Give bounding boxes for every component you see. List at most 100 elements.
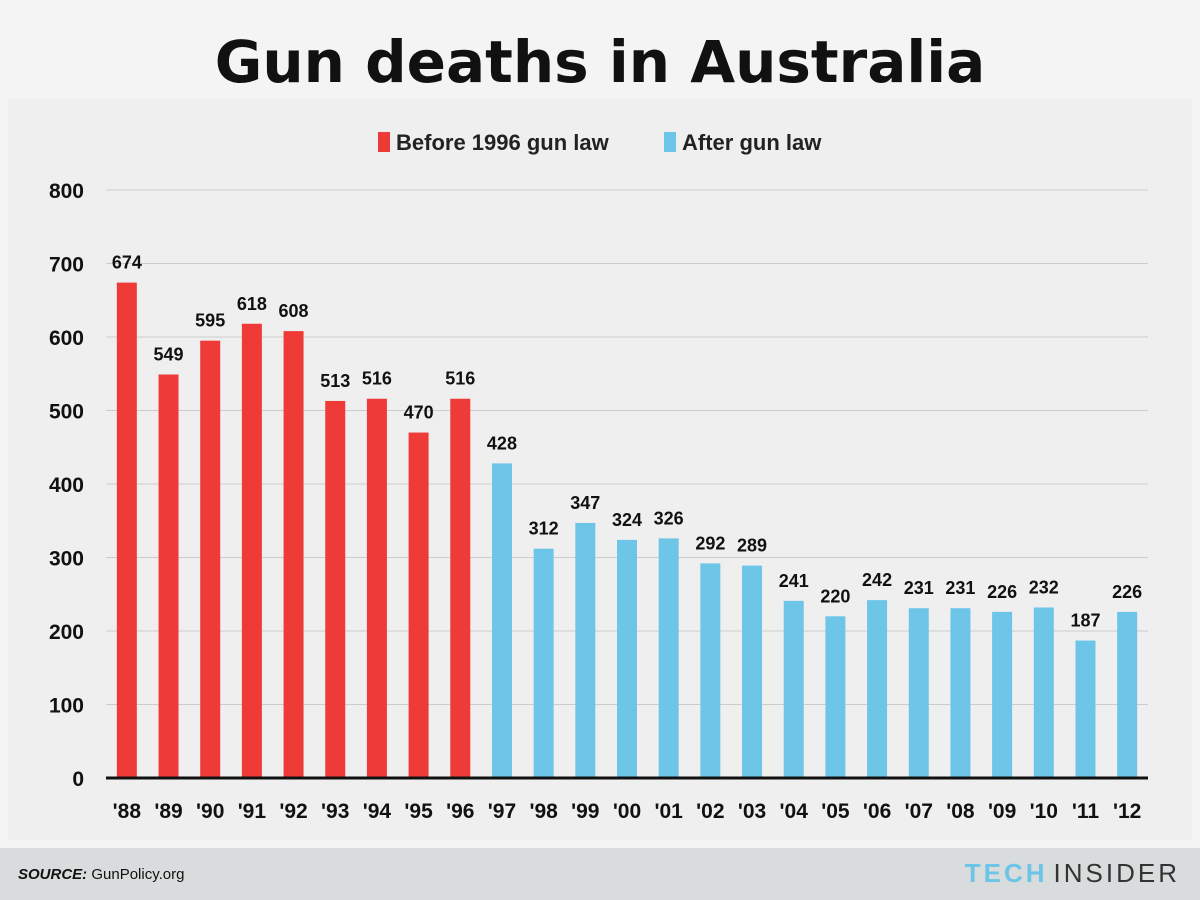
data-label: 289 <box>737 536 767 556</box>
data-label: 326 <box>654 508 684 528</box>
x-tick-label: '03 <box>738 800 766 823</box>
bar <box>783 600 804 778</box>
x-tick-label: '89 <box>154 800 182 823</box>
x-tick-label: '00 <box>613 800 641 823</box>
data-label: 241 <box>779 571 809 591</box>
data-label: 549 <box>153 344 183 364</box>
legend-label: After gun law <box>682 130 822 155</box>
x-tick-label: '92 <box>279 800 307 823</box>
brand-insider: INSIDER <box>1053 858 1180 888</box>
bar <box>1033 607 1054 778</box>
y-tick-label: 400 <box>49 474 84 497</box>
bar <box>241 323 262 778</box>
y-tick-label: 800 <box>49 180 84 203</box>
data-label: 347 <box>570 493 600 513</box>
bar <box>158 374 179 778</box>
data-label: 226 <box>987 582 1017 602</box>
brand-logo: TECH INSIDER <box>965 858 1180 889</box>
y-tick-label: 500 <box>49 401 84 424</box>
footer: SOURCE: GunPolicy.org TECH INSIDER <box>0 848 1200 900</box>
y-tick-label: 100 <box>49 695 84 718</box>
bar <box>1075 640 1096 778</box>
x-tick-label: '90 <box>196 800 224 823</box>
bar <box>700 563 721 778</box>
data-label: 428 <box>487 433 517 453</box>
bar <box>658 538 679 778</box>
data-label: 226 <box>1112 582 1142 602</box>
bar <box>908 608 929 778</box>
x-tick-label: '07 <box>905 800 933 823</box>
x-tick-label: '10 <box>1030 800 1058 823</box>
x-tick-label: '98 <box>529 800 558 823</box>
x-tick-label: '09 <box>988 800 1016 823</box>
x-tick-label: '99 <box>571 800 599 823</box>
y-tick-label: 700 <box>49 254 84 277</box>
bar <box>450 398 471 778</box>
x-tick-label: '95 <box>404 800 433 823</box>
x-tick-label: '96 <box>446 800 474 823</box>
bar <box>992 611 1013 778</box>
y-tick-label: 300 <box>49 548 84 571</box>
data-label: 674 <box>112 253 142 273</box>
data-label: 292 <box>695 533 725 553</box>
x-tick-label: '94 <box>363 800 392 823</box>
bar <box>950 608 971 778</box>
data-label: 231 <box>904 578 934 598</box>
x-tick-label: '91 <box>238 800 267 823</box>
legend-label: Before 1996 gun law <box>396 130 610 155</box>
source-label: SOURCE: <box>18 866 88 883</box>
data-label: 516 <box>362 369 392 389</box>
x-tick-label: '12 <box>1113 800 1141 823</box>
bar <box>116 282 137 778</box>
bar <box>575 522 596 778</box>
data-label: 232 <box>1029 577 1059 597</box>
x-tick-label: '97 <box>488 800 516 823</box>
legend-swatch <box>378 132 390 152</box>
bar <box>408 432 429 778</box>
x-tick-label: '08 <box>946 800 975 823</box>
x-tick-label: '93 <box>321 800 349 823</box>
bar <box>325 400 346 778</box>
x-tick-label: '11 <box>1072 800 1100 823</box>
data-label: 242 <box>862 570 892 590</box>
x-axis-ticks: '88 '89 '90 '91 '92 '93 '94 '95 '96 '97 '98 '99 '00 '… <box>113 800 1142 823</box>
legend: Before 1996 gun law After gun law <box>378 130 822 155</box>
source-note: SOURCE: GunPolicy.org <box>18 866 184 883</box>
x-tick-label: '02 <box>696 800 724 823</box>
bar <box>533 548 554 778</box>
plot-background <box>8 98 1192 840</box>
legend-swatch <box>664 132 676 152</box>
chart-title: Gun deaths in Australia <box>214 28 986 96</box>
brand-tech: TECH <box>964 858 1048 888</box>
data-label: 187 <box>1070 611 1100 631</box>
bar <box>491 463 512 778</box>
bar <box>200 340 221 778</box>
bars <box>116 282 1138 778</box>
y-axis-ticks: 0 100 200 300 400 500 600 700 800 <box>49 180 84 791</box>
y-tick-label: 200 <box>49 621 84 644</box>
data-label: 513 <box>320 371 350 391</box>
bar <box>617 539 637 778</box>
bar <box>366 398 387 778</box>
x-tick-label: '88 <box>113 800 142 823</box>
x-tick-label: '01 <box>655 800 684 823</box>
data-label: 516 <box>445 369 475 389</box>
data-label: 618 <box>237 294 267 314</box>
source-value: GunPolicy.org <box>91 866 185 883</box>
bar <box>1117 611 1138 778</box>
bar <box>283 331 304 778</box>
data-label: 231 <box>945 578 975 598</box>
data-labels: 674 549 595 618 608 513 516 470 516 428 312 347 324 3… <box>112 253 1142 631</box>
y-tick-label: 0 <box>72 768 84 791</box>
x-tick-label: '06 <box>863 800 891 823</box>
bar-chart: Before 1996 gun law After gun law 0 100 200… <box>8 98 1192 840</box>
bar <box>867 600 888 778</box>
x-tick-label: '05 <box>821 800 850 823</box>
data-label: 220 <box>820 586 850 606</box>
x-tick-label: '04 <box>780 800 809 823</box>
bar <box>742 565 763 778</box>
data-label: 312 <box>529 519 559 539</box>
data-label: 470 <box>404 403 434 423</box>
y-tick-label: 600 <box>49 327 84 350</box>
data-label: 595 <box>195 311 225 331</box>
